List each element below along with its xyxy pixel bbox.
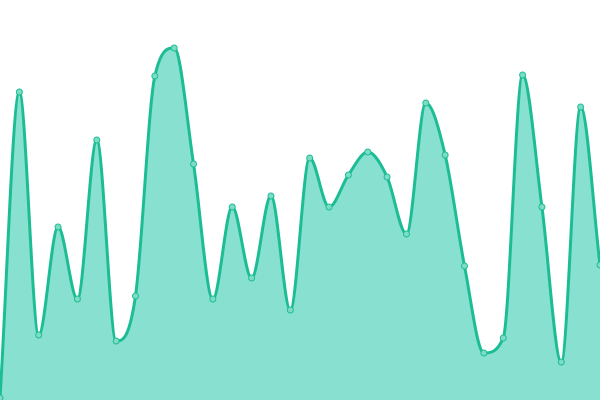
data-point-23 <box>441 151 449 159</box>
data-point-14 <box>267 192 275 200</box>
data-point-28 <box>538 203 546 211</box>
area-fill <box>0 48 600 400</box>
data-point-29 <box>557 358 565 366</box>
data-point-9 <box>170 44 178 52</box>
data-point-7 <box>131 292 139 300</box>
data-point-31 <box>596 261 600 269</box>
data-point-12 <box>228 203 236 211</box>
data-point-24 <box>461 262 469 270</box>
data-point-10 <box>190 160 198 168</box>
data-point-17 <box>325 203 333 211</box>
data-point-22 <box>422 99 430 107</box>
series-line <box>0 46 600 399</box>
data-point-6 <box>112 337 120 345</box>
data-point-0 <box>0 394 4 400</box>
data-point-4 <box>73 295 81 303</box>
data-point-11 <box>209 295 217 303</box>
data-point-13 <box>248 274 256 282</box>
data-point-18 <box>344 171 352 179</box>
data-point-3 <box>54 223 62 231</box>
data-point-27 <box>519 71 527 79</box>
data-point-5 <box>93 136 101 144</box>
data-point-20 <box>383 173 391 181</box>
data-point-21 <box>402 230 410 238</box>
data-point-19 <box>364 148 372 156</box>
data-point-1 <box>15 88 23 96</box>
data-point-8 <box>151 72 159 80</box>
data-points <box>0 44 600 400</box>
data-point-25 <box>480 349 488 357</box>
data-point-30 <box>577 103 585 111</box>
data-point-26 <box>499 334 507 342</box>
data-point-2 <box>35 331 43 339</box>
data-point-15 <box>286 306 294 314</box>
data-point-16 <box>306 154 314 162</box>
